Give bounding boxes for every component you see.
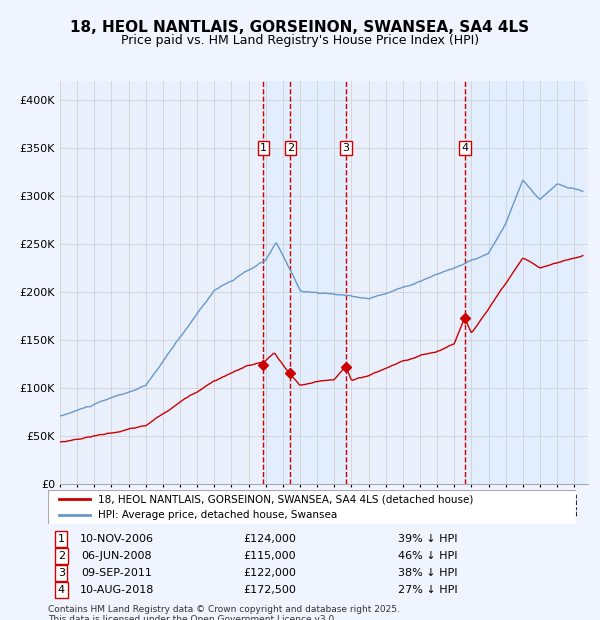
- Text: 2: 2: [287, 143, 294, 153]
- Text: 1: 1: [260, 143, 267, 153]
- Text: £172,500: £172,500: [244, 585, 296, 595]
- Text: 3: 3: [343, 143, 350, 153]
- Text: 18, HEOL NANTLAIS, GORSEINON, SWANSEA, SA4 4LS: 18, HEOL NANTLAIS, GORSEINON, SWANSEA, S…: [70, 20, 530, 35]
- Text: 38% ↓ HPI: 38% ↓ HPI: [398, 568, 458, 578]
- Text: 09-SEP-2011: 09-SEP-2011: [81, 568, 152, 578]
- Text: £122,000: £122,000: [244, 568, 296, 578]
- Text: £124,000: £124,000: [244, 534, 296, 544]
- Text: 1: 1: [58, 534, 65, 544]
- Text: £115,000: £115,000: [244, 551, 296, 561]
- Text: 39% ↓ HPI: 39% ↓ HPI: [398, 534, 458, 544]
- Text: 4: 4: [58, 585, 65, 595]
- FancyBboxPatch shape: [48, 490, 576, 524]
- Text: HPI: Average price, detached house, Swansea: HPI: Average price, detached house, Swan…: [98, 510, 337, 520]
- Text: 06-JUN-2008: 06-JUN-2008: [82, 551, 152, 561]
- Text: 2: 2: [58, 551, 65, 561]
- Text: 10-AUG-2018: 10-AUG-2018: [79, 585, 154, 595]
- Text: 10-NOV-2006: 10-NOV-2006: [80, 534, 154, 544]
- Text: 46% ↓ HPI: 46% ↓ HPI: [398, 551, 458, 561]
- Text: 3: 3: [58, 568, 65, 578]
- Text: 18, HEOL NANTLAIS, GORSEINON, SWANSEA, SA4 4LS (detached house): 18, HEOL NANTLAIS, GORSEINON, SWANSEA, S…: [98, 494, 473, 504]
- Bar: [465, 81, 583, 484]
- Bar: [263, 81, 346, 484]
- Text: Contains HM Land Registry data © Crown copyright and database right 2025.
This d: Contains HM Land Registry data © Crown c…: [48, 604, 400, 620]
- Text: Price paid vs. HM Land Registry's House Price Index (HPI): Price paid vs. HM Land Registry's House …: [121, 34, 479, 46]
- Text: 4: 4: [461, 143, 469, 153]
- Text: 27% ↓ HPI: 27% ↓ HPI: [398, 585, 458, 595]
